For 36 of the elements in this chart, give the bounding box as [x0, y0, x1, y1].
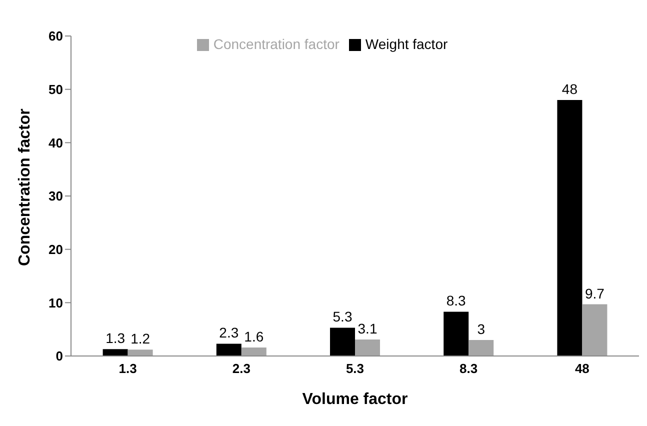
data-label: 3 [477, 321, 486, 337]
y-tick-label: 60 [48, 28, 63, 44]
x-tick-label: 5.3 [346, 361, 364, 376]
data-label: 2.3 [219, 324, 239, 341]
bar [241, 347, 266, 356]
data-label: 3.1 [358, 320, 378, 336]
data-label: 5.3 [332, 308, 352, 325]
legend-label: Weight factor [365, 36, 448, 52]
bar [102, 349, 128, 356]
bar [468, 340, 494, 356]
bar [330, 328, 356, 356]
data-label: 1.2 [130, 330, 150, 347]
x-tick-label: 8.3 [460, 361, 478, 376]
y-tick-label: 30 [48, 188, 63, 204]
y-axis-title: Concentration factor [16, 108, 34, 266]
data-label: 8.3 [446, 292, 466, 309]
bar [355, 339, 380, 356]
x-axis-title: Volume factor [302, 391, 408, 408]
bar [582, 304, 608, 356]
y-tick-label: 50 [48, 82, 63, 97]
data-label: 1.3 [106, 330, 126, 346]
bar [444, 312, 469, 356]
y-tick-label: 40 [48, 135, 63, 150]
bar [216, 344, 242, 356]
bar [557, 100, 582, 356]
legend-label: Concentration factor [213, 36, 340, 52]
data-label: 1.6 [244, 328, 264, 344]
y-tick-label: 0 [56, 348, 63, 364]
bar [128, 350, 153, 356]
data-label: 9.7 [584, 285, 605, 302]
x-tick-label: 1.3 [118, 361, 137, 376]
data-label: 48 [562, 81, 578, 97]
x-tick-label: 48 [574, 361, 590, 376]
y-tick-label: 20 [48, 242, 63, 257]
x-tick-label: 2.3 [232, 361, 250, 376]
y-tick-label: 10 [48, 295, 63, 310]
